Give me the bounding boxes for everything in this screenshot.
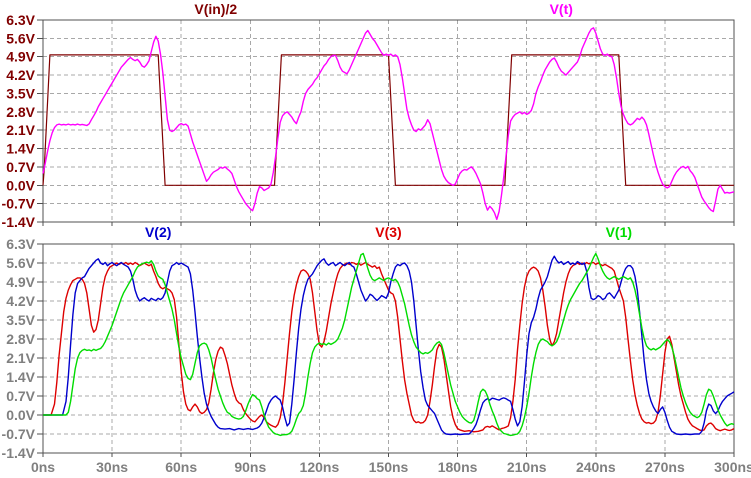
svg-text:3.5V: 3.5V [6,312,35,328]
svg-text:-0.7V: -0.7V [2,426,36,442]
svg-text:90ns: 90ns [234,459,266,475]
svg-text:0.7V: 0.7V [6,388,35,404]
svg-text:4.2V: 4.2V [6,67,35,83]
svg-text:150ns: 150ns [369,459,409,475]
svg-text:4.9V: 4.9V [6,274,35,290]
curve-label-v1: V(1) [605,224,633,240]
svg-text:30ns: 30ns [96,459,128,475]
svg-text:240ns: 240ns [576,459,616,475]
curve-label-vt: V(t) [549,1,573,17]
svg-text:180ns: 180ns [438,459,478,475]
svg-text:0.7V: 0.7V [6,159,35,175]
svg-text:1.4V: 1.4V [6,141,35,157]
svg-text:-1.4V: -1.4V [2,214,36,230]
svg-text:-0.7V: -0.7V [2,196,36,212]
svg-text:60ns: 60ns [165,459,197,475]
curve-label-v2: V(2) [144,224,172,240]
svg-text:5.6V: 5.6V [6,255,35,271]
svg-text:5.6V: 5.6V [6,30,35,46]
svg-text:4.2V: 4.2V [6,293,35,309]
svg-text:6.3V: 6.3V [6,236,35,252]
svg-text:2.1V: 2.1V [6,350,35,366]
svg-text:0ns: 0ns [31,459,55,475]
svg-text:210ns: 210ns [507,459,547,475]
svg-text:0.0V: 0.0V [6,407,35,423]
curve-label-v3: V(3) [375,224,402,240]
svg-text:120ns: 120ns [300,459,340,475]
svg-text:3.5V: 3.5V [6,86,35,102]
svg-text:2.8V: 2.8V [6,104,35,120]
svg-text:0.0V: 0.0V [6,177,35,193]
svg-text:2.1V: 2.1V [6,122,35,138]
svg-text:6.3V: 6.3V [6,12,35,28]
svg-text:270ns: 270ns [645,459,685,475]
svg-text:-1.4V: -1.4V [2,445,36,461]
svg-text:4.9V: 4.9V [6,49,35,65]
curve-label-vin-over-2: V(in)/2 [194,1,238,17]
svg-text:2.8V: 2.8V [6,331,35,347]
svg-text:1.4V: 1.4V [6,369,35,385]
svg-text:300ns: 300ns [714,459,751,475]
